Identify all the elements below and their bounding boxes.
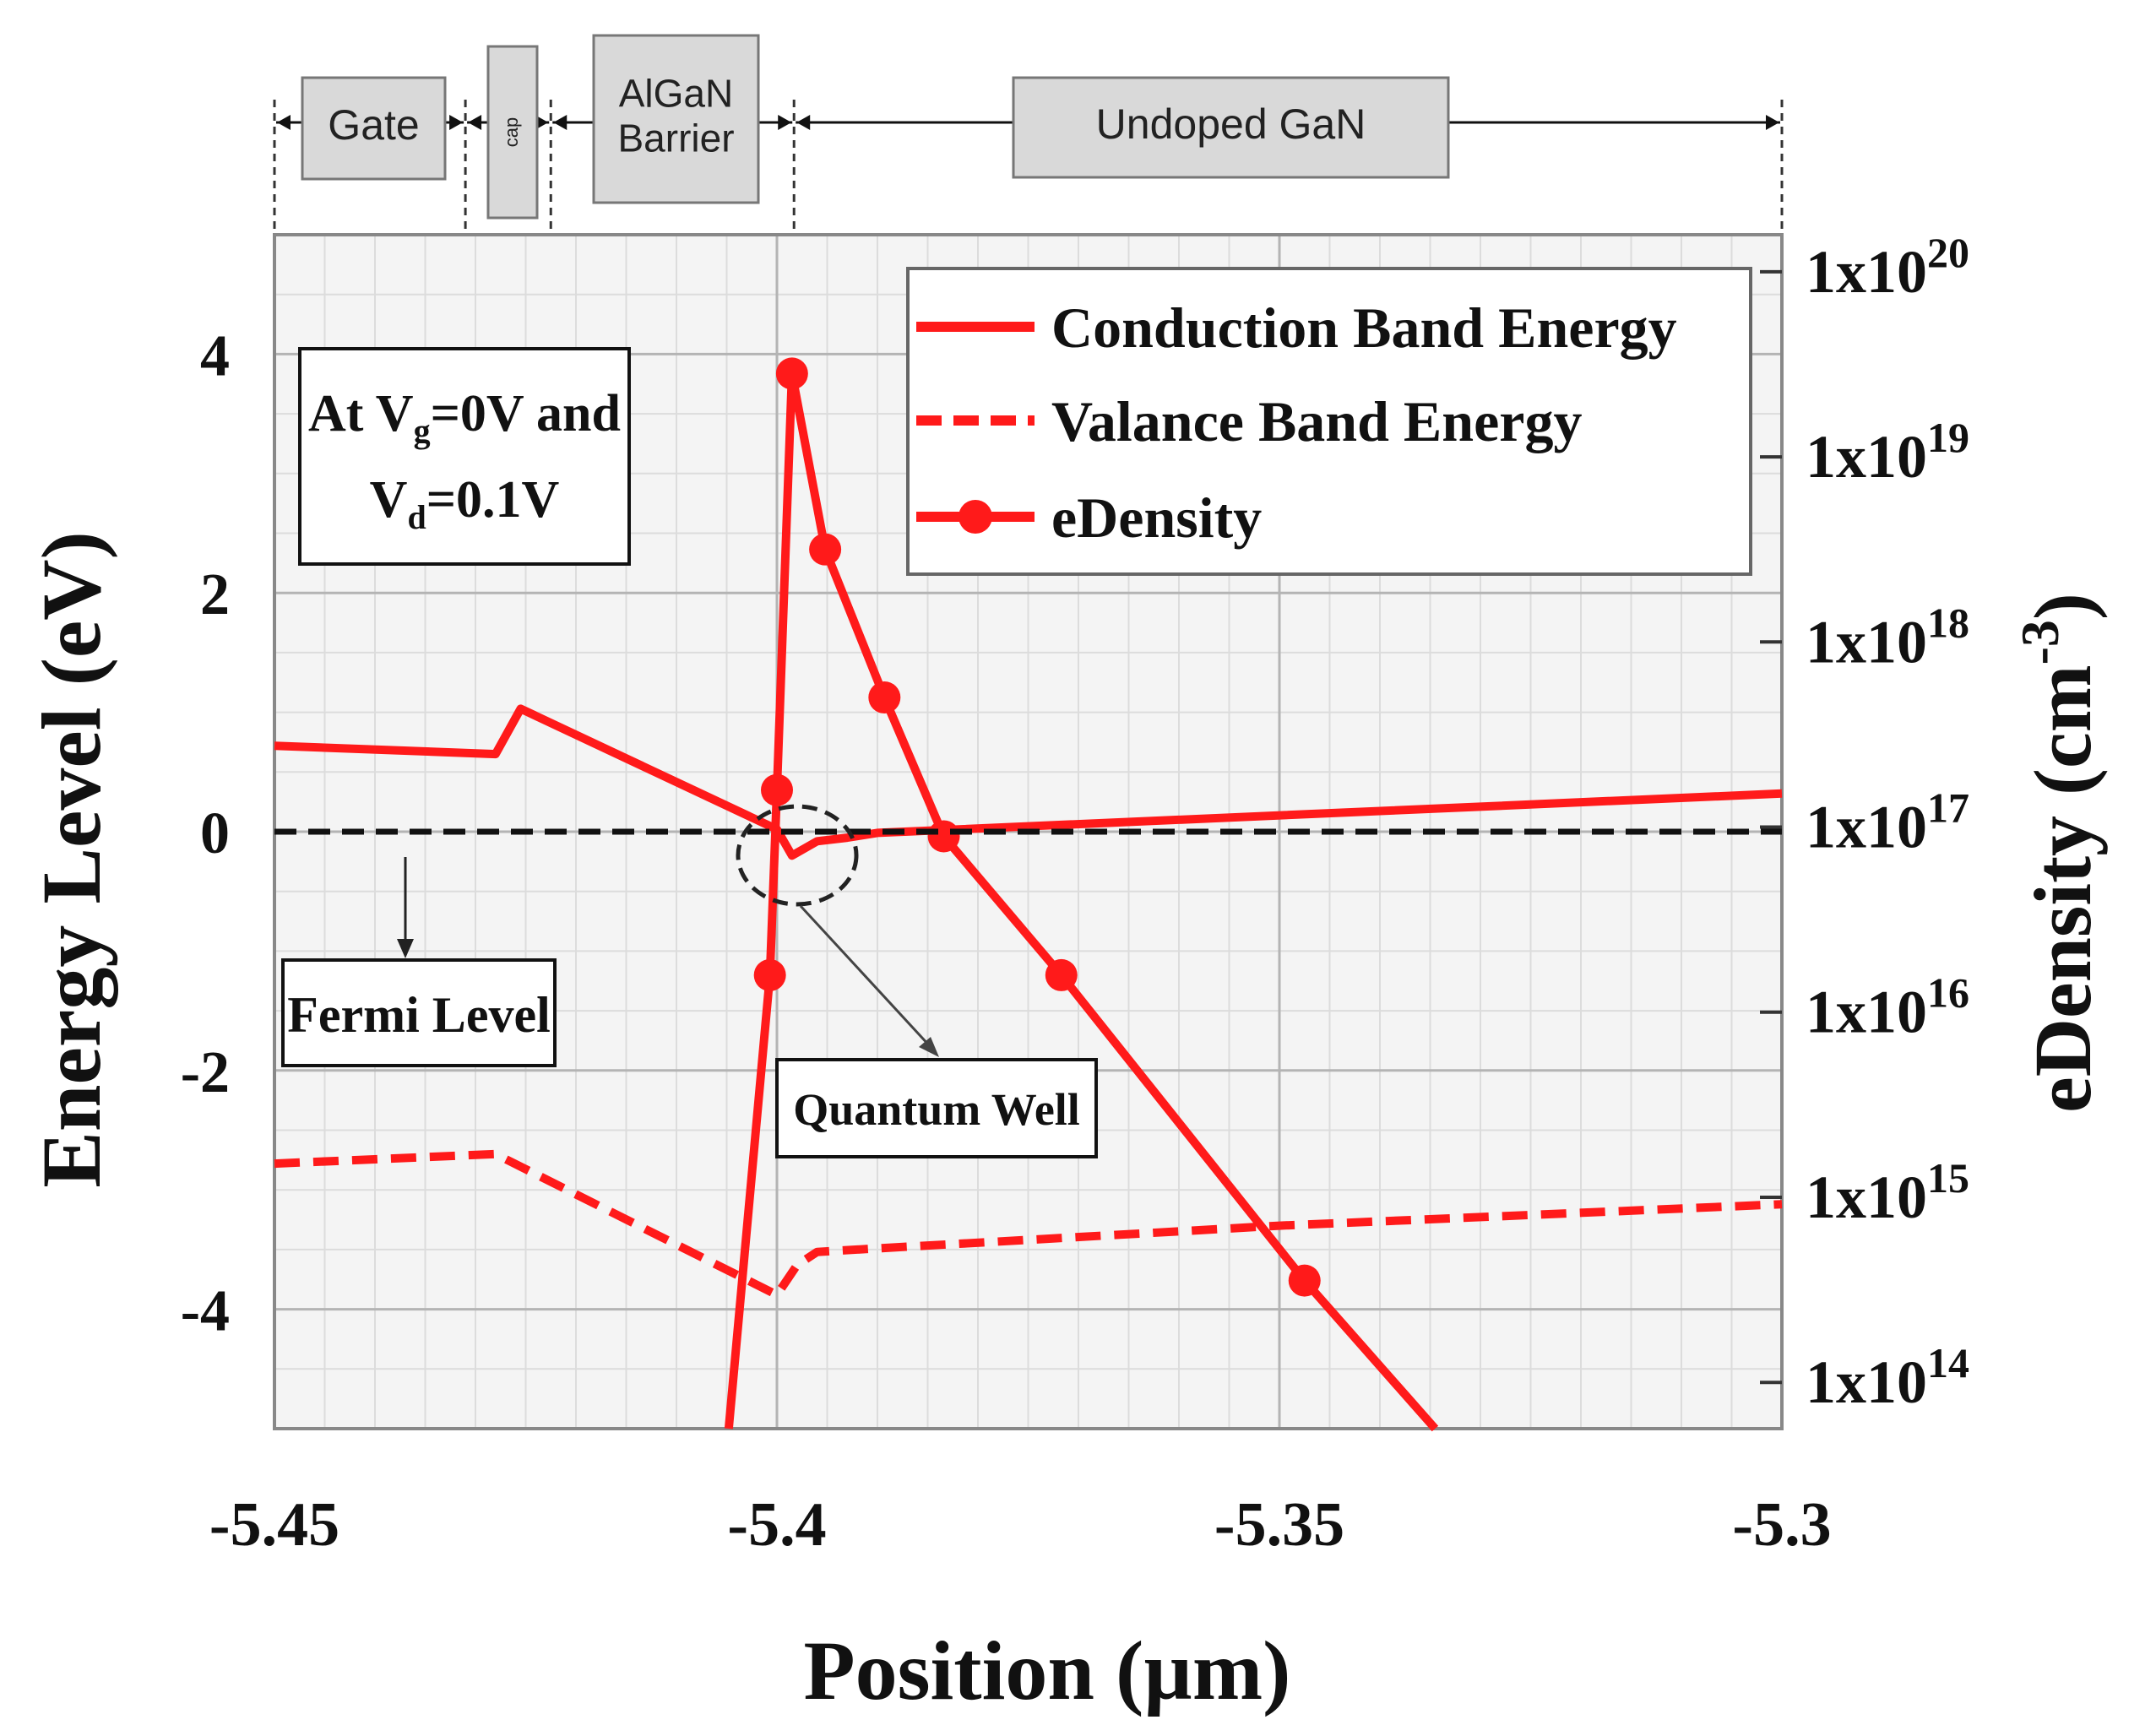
- y-right-tick-label: 1x1015: [1806, 1154, 1969, 1231]
- dimension-arrowhead: [553, 115, 568, 130]
- edensity-marker: [868, 681, 901, 714]
- y-left-tick-label: 4: [200, 323, 230, 388]
- annotations: At Vg=0V and Vd=0.1V Fermi Level Quantum We…: [281, 347, 1098, 1158]
- series-valance-band-energy-line: [274, 1149, 1783, 1299]
- x-tick-label: -5.3: [1732, 1490, 1831, 1560]
- edensity-marker: [1045, 958, 1078, 991]
- region-cap-label: cap: [501, 117, 522, 147]
- series-layer: [274, 357, 1783, 1432]
- y-left-axis-title: Energy Level (eV): [24, 531, 118, 1188]
- quantum-well-label: Quantum Well: [793, 1084, 1080, 1135]
- quantum-well-pointer: [799, 904, 932, 1049]
- y-right-tick-label: 1x1016: [1806, 969, 1969, 1046]
- edensity-marker: [753, 958, 786, 991]
- legend-label: Conduction Band Energy: [1051, 296, 1677, 360]
- y-right-axis-title: eDensity (cm-3): [2010, 593, 2108, 1113]
- edensity-marker: [761, 773, 793, 806]
- conditions-line-1: At Vg=0V and: [308, 385, 621, 450]
- edensity-marker: [775, 357, 808, 390]
- fermi-level-label-box: [281, 958, 557, 1067]
- axis-titles: Position (µm) Energy Level (eV) eDensity (…: [24, 531, 2108, 1717]
- dimension-arrowhead: [468, 115, 482, 130]
- y-right-tick-label: 1x1014: [1806, 1339, 1969, 1416]
- region-undoped-gan-label: Undoped GaN: [1096, 100, 1366, 148]
- legend: Conduction Band Energy Valance Band Energ…: [906, 267, 1752, 576]
- quantum-well-pointer-head: [919, 1037, 939, 1057]
- conditions-box: [298, 347, 631, 566]
- y-right-tick-label: 1x1018: [1806, 599, 1969, 675]
- region-gate-box: [301, 76, 447, 181]
- quantum-well-ellipse: [736, 804, 859, 907]
- legend-label: eDensity: [1051, 486, 1262, 550]
- y-left-tick-label: -2: [181, 1040, 230, 1105]
- region-gate-label: Gate: [328, 101, 419, 149]
- region-undoped-gan-box: [1012, 76, 1450, 179]
- edensity-marker: [927, 820, 960, 853]
- dimension-arrowhead: [778, 115, 792, 130]
- legend-label: Valance Band Energy: [1051, 389, 1582, 453]
- edensity-marker: [1288, 1264, 1321, 1297]
- tick-labels: -5.45 -5.4 -5.35 -5.3 4 2 0 -2 -4 1x1020 1x1019 1x1…: [181, 229, 1969, 1560]
- conditions-line-2: Vd=0.1V: [370, 471, 560, 536]
- y-right-tick-label: 1x1019: [1806, 414, 1969, 491]
- series-edensity-line: [724, 369, 1439, 1432]
- legend-marker: [959, 500, 992, 534]
- region-cap-box: [486, 45, 539, 220]
- dimension-arrowhead: [449, 115, 464, 130]
- y-left-tick-label: -4: [181, 1279, 230, 1344]
- x-tick-label: -5.35: [1214, 1490, 1344, 1560]
- edensity-marker: [809, 533, 842, 566]
- y-left-tick-label: 2: [200, 562, 230, 627]
- region-algan-barrier-label: Barrier: [617, 117, 734, 160]
- y-left-tick-label: 0: [200, 801, 230, 866]
- x-tick-label: -5.45: [209, 1490, 339, 1560]
- y-right-tick-label: 1x1017: [1806, 784, 1969, 861]
- y-right-tick-label: 1x1020: [1806, 229, 1969, 306]
- region-algan-barrier-label: AlGaN: [619, 72, 733, 116]
- dimension-arrowhead: [1766, 115, 1779, 130]
- fermi-level-label: Fermi Level: [287, 987, 551, 1043]
- fermi-level-pointer-head: [397, 939, 414, 958]
- region-algan-barrier-box: [592, 34, 760, 204]
- dimension-arrowhead: [277, 115, 291, 130]
- x-tick-label: -5.4: [727, 1490, 826, 1560]
- x-axis-title: Position (µm): [803, 1624, 1290, 1717]
- quantum-well-label-box: [775, 1058, 1098, 1158]
- dimension-arrowhead: [796, 115, 811, 130]
- legend-box: [906, 267, 1752, 576]
